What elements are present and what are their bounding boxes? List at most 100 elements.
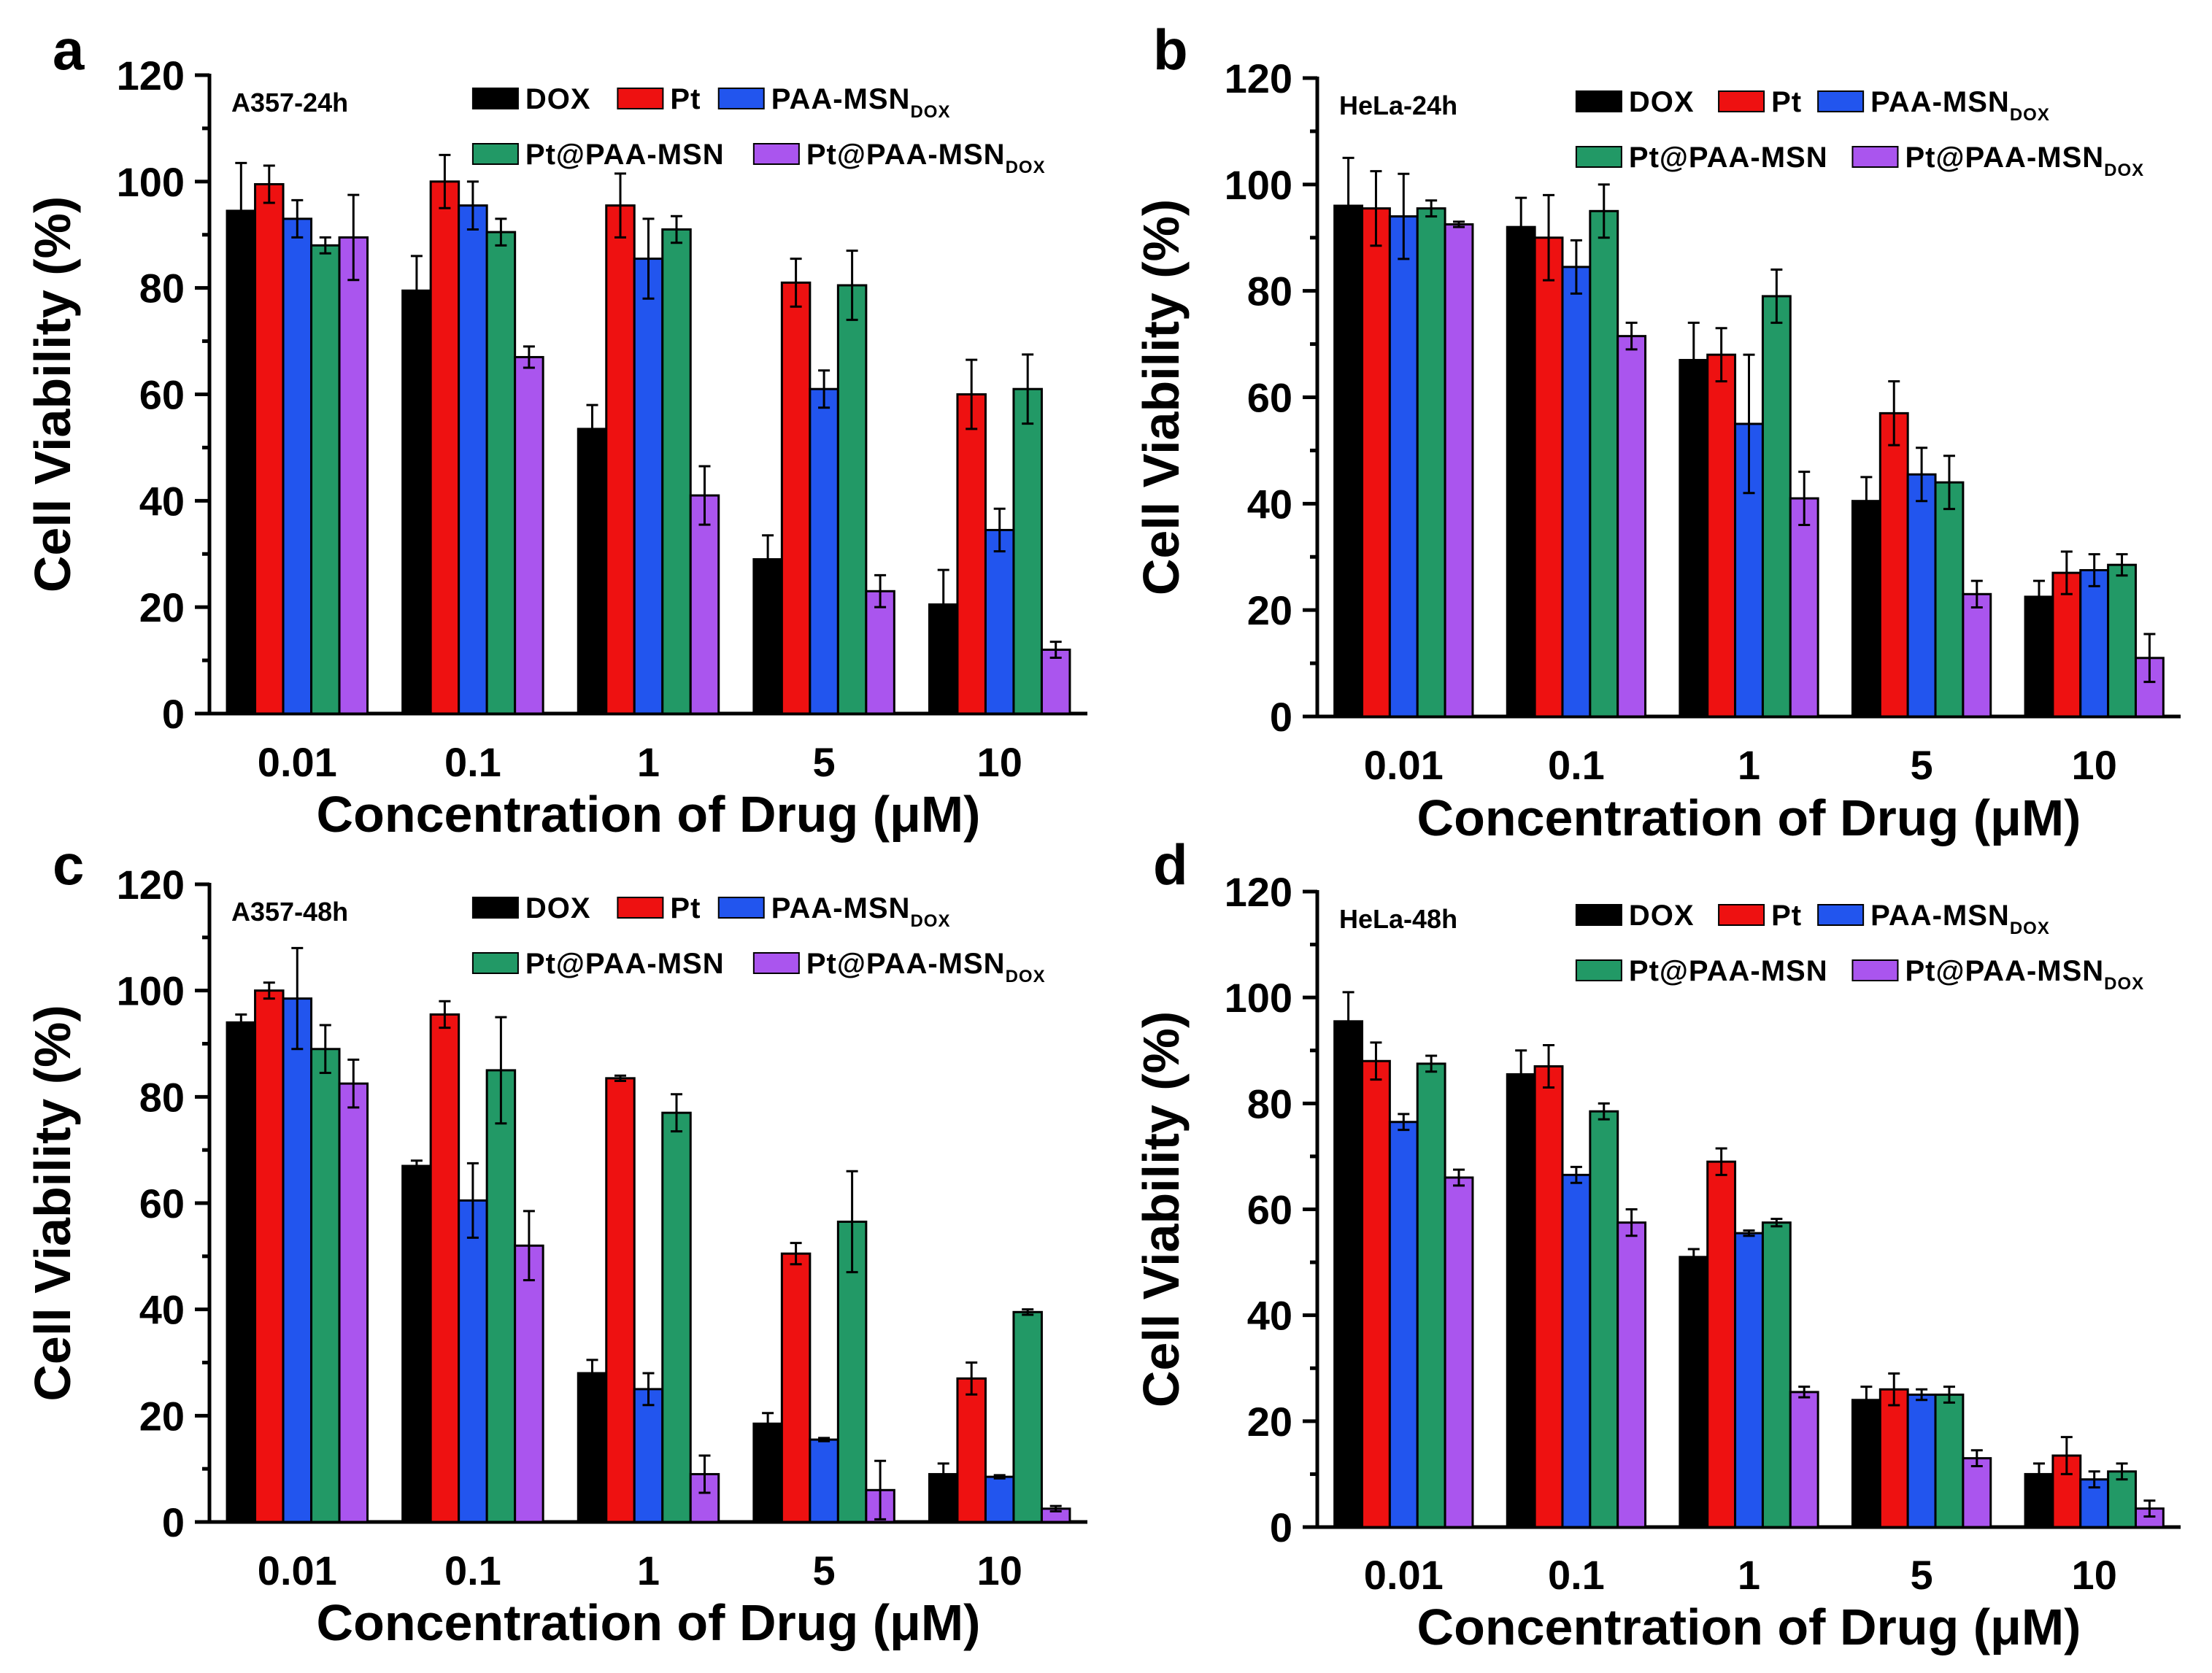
- bar-pt-0.1: [1533, 1065, 1564, 1529]
- y-tick-label: 20: [139, 1393, 185, 1439]
- y-tick-label: 80: [139, 266, 185, 312]
- legend-swatch-pt-paa-msn-dox: [752, 952, 800, 974]
- bar-paa-msn-dox-0.1: [458, 204, 488, 715]
- bar-pt-paa-msn-dox-0.01: [1444, 223, 1474, 718]
- bar-dox-0.01: [1333, 1020, 1364, 1529]
- legend-swatch-dox: [471, 88, 519, 109]
- bar-paa-msn-dox-0.1: [1561, 1173, 1592, 1529]
- y-tick-label: 100: [117, 159, 185, 205]
- bar-pt-paa-msn-10: [2107, 1470, 2137, 1529]
- bar-pt-paa-msn-dox-5: [1962, 1457, 1992, 1529]
- legend-swatch-pt-paa-msn: [471, 143, 519, 165]
- bar-paa-msn-dox-10: [2079, 568, 2110, 718]
- bar-pt-0.01: [1361, 207, 1391, 718]
- y-tick-label: 60: [139, 372, 185, 418]
- bar-pt-10: [2051, 571, 2082, 718]
- y-tick-label: 40: [139, 1287, 185, 1333]
- bar-dox-5: [752, 1422, 783, 1523]
- bar-paa-msn-dox-1: [633, 1388, 664, 1523]
- bar-pt-paa-msn-dox-0.1: [514, 355, 544, 715]
- legend-swatch-pt: [617, 897, 664, 919]
- legend-label-pt-paa-msn: Pt@PAA-MSN: [1629, 955, 1828, 987]
- legend-swatch-paa-msn-dox: [1817, 90, 1865, 112]
- x-tick-label: 0.1: [444, 1548, 501, 1593]
- bar-pt-paa-msn-dox-5: [865, 590, 895, 715]
- bar-pt-1: [1706, 353, 1737, 718]
- bar-paa-msn-dox-0.01: [1388, 1121, 1419, 1529]
- y-tick-label: 80: [139, 1074, 185, 1120]
- bar-pt-0.1: [429, 1013, 460, 1523]
- y-tick-label: 120: [1225, 55, 1292, 101]
- x-tick-label: 1: [1738, 1552, 1760, 1598]
- x-tick-label: 1: [637, 739, 660, 785]
- bar-pt-paa-msn-0.1: [1589, 209, 1619, 718]
- bar-pt-1: [605, 1077, 636, 1523]
- y-tick-label: 80: [1247, 1081, 1292, 1127]
- bar-pt-paa-msn-0.1: [1589, 1110, 1619, 1529]
- chart-panel-a: 0 20 40 60 80 100 120 Cell Viability (%) Concent…: [24, 18, 1087, 843]
- bar-pt-paa-msn-1: [661, 1111, 692, 1523]
- panel-title: HeLa-48h: [1339, 904, 1457, 934]
- bar-pt-1: [605, 204, 636, 715]
- bar-pt-paa-msn-dox-1: [689, 494, 720, 715]
- bar-pt-5: [780, 281, 812, 715]
- bar-pt-paa-msn-0.1: [485, 1069, 517, 1523]
- bar-dox-5: [1851, 1399, 1881, 1529]
- x-tick-label: 10: [2072, 742, 2117, 788]
- legend-swatch-pt: [1718, 904, 1765, 926]
- bar-pt-paa-msn-dox-10: [1040, 649, 1071, 715]
- x-tick-label: 10: [2072, 1552, 2117, 1598]
- legend-swatch-pt-paa-msn-dox: [1851, 959, 1899, 981]
- y-tick-label: 40: [1247, 1293, 1292, 1339]
- legend-label-pt: Pt: [1771, 900, 1802, 932]
- y-tick-label: 100: [117, 968, 185, 1014]
- y-tick-label: 0: [1270, 1504, 1292, 1550]
- bar-pt-0.01: [254, 182, 285, 715]
- legend-swatch-paa-msn-dox: [1817, 904, 1865, 926]
- bar-pt-10: [956, 393, 987, 715]
- legend-swatch-pt-paa-msn: [1575, 146, 1622, 168]
- bar-paa-msn-dox-0.01: [282, 997, 313, 1523]
- bar-pt-paa-msn-5: [1934, 1394, 1965, 1529]
- bar-pt-paa-msn-dox-0.1: [514, 1244, 544, 1523]
- bar-paa-msn-dox-5: [809, 1438, 839, 1523]
- panel-letter: a: [53, 18, 85, 82]
- legend-swatch-dox: [471, 897, 519, 919]
- x-axis-title: Concentration of Drug (μM): [317, 786, 981, 843]
- bar-pt-0.1: [429, 180, 460, 715]
- bar-paa-msn-dox-5: [809, 387, 839, 715]
- x-tick-label: 0.1: [1548, 742, 1605, 788]
- x-tick-label: 5: [813, 739, 836, 785]
- legend-label-dox: DOX: [1629, 86, 1695, 118]
- y-tick-label: 120: [1225, 869, 1292, 915]
- x-tick-label: 0.01: [1364, 1552, 1444, 1598]
- bar-pt-0.01: [254, 989, 285, 1523]
- bar-pt-0.1: [1533, 236, 1564, 718]
- legend-swatch-dox: [1575, 90, 1622, 112]
- x-axis-title: Concentration of Drug (μM): [1417, 789, 2081, 846]
- bar-pt-paa-msn-10: [1012, 1310, 1043, 1523]
- y-tick-label: 100: [1225, 975, 1292, 1021]
- legend: DOX Pt PAA-MSNDOX Pt@PAA-MSN Pt@PAA-MSNDOX: [471, 892, 1045, 986]
- legend-swatch-pt-paa-msn-dox: [752, 143, 800, 165]
- bar-pt-10: [956, 1377, 987, 1523]
- bar-pt-paa-msn-dox-0.01: [1444, 1176, 1474, 1529]
- bar-pt-paa-msn-dox-0.01: [338, 236, 369, 715]
- legend-label-dox: DOX: [525, 892, 591, 924]
- bar-dox-1: [577, 428, 608, 715]
- panel-letter: d: [1153, 832, 1188, 897]
- legend-label-paa-msn-dox: PAA-MSNDOX: [771, 892, 951, 931]
- bar-pt-paa-msn-1: [1761, 295, 1792, 718]
- panel-title: A357-48h: [231, 897, 348, 927]
- legend: DOX Pt PAA-MSNDOX Pt@PAA-MSN Pt@PAA-MSNDOX: [1575, 86, 2143, 180]
- bar-dox-0.1: [401, 289, 432, 715]
- x-tick-label: 5: [813, 1548, 836, 1593]
- bar-dox-1: [1679, 358, 1709, 718]
- bar-pt-5: [1878, 412, 1909, 718]
- bar-pt-paa-msn-1: [1761, 1221, 1792, 1529]
- legend: DOX Pt PAA-MSNDOX Pt@PAA-MSN Pt@PAA-MSNDOX: [471, 83, 1045, 177]
- y-tick-label: 80: [1247, 268, 1292, 314]
- legend-label-pt-paa-msn: Pt@PAA-MSN: [525, 139, 725, 171]
- legend-label-pt-paa-msn: Pt@PAA-MSN: [525, 948, 725, 980]
- legend: DOX Pt PAA-MSNDOX Pt@PAA-MSN Pt@PAA-MSNDOX: [1575, 900, 2143, 994]
